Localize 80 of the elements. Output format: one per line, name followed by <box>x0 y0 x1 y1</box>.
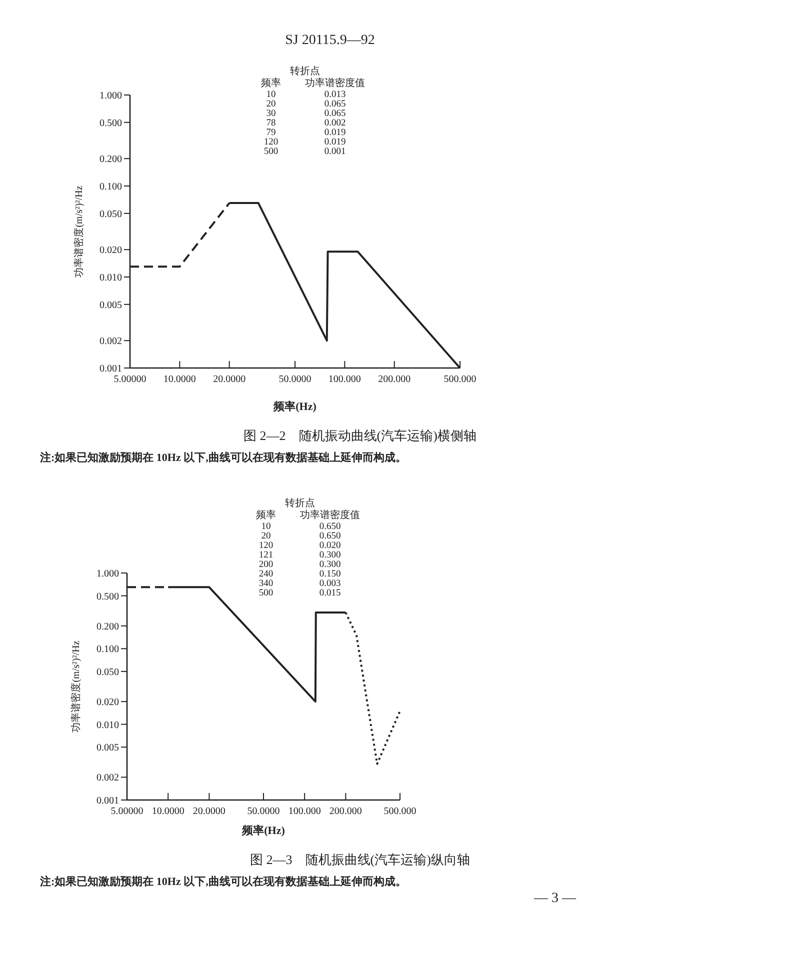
text: 10 <box>261 522 271 532</box>
text: 注:如果已知激励预期在 10Hz 以下,曲线可以在现有数据基础上延伸而构成。 <box>39 875 406 888</box>
annotation: 0.002 <box>324 118 346 128</box>
x-tick-label: 20.0000 <box>213 374 246 385</box>
annotation: 120 <box>264 138 278 148</box>
annotation: 30 <box>266 109 276 119</box>
y-tick-label: 0.020 <box>100 245 122 256</box>
text: 0.650 <box>319 522 341 532</box>
annotation: 340 <box>258 579 274 589</box>
x-tick-label: 100.000 <box>288 806 321 817</box>
y-tick-label: 0.010 <box>100 272 122 284</box>
y-tick-label: 0.100 <box>100 182 122 192</box>
text: 频率 <box>261 77 281 89</box>
annotation: 10 <box>266 90 276 100</box>
y-tick-label: 0.005 <box>100 300 122 311</box>
x-tick-label: 200.000 <box>378 374 411 385</box>
y-tick-label: 0.050 <box>96 666 119 678</box>
annotation: 0.015 <box>319 588 341 598</box>
y-axis-title: 功率谱密度(m/s²)²/Hz <box>70 640 82 732</box>
text: 0.300 <box>319 560 341 570</box>
y-axis-title: 功率谱密度(m/s²)²/Hz <box>73 185 85 278</box>
x-tick-label: 10.0000 <box>163 374 196 385</box>
annotation: 240 <box>258 570 274 580</box>
x-tick-label: 20.0000 <box>192 806 226 817</box>
annotation: 79 <box>266 128 276 138</box>
text: 0.020 <box>319 541 341 551</box>
y-tick-label: 0.100 <box>96 644 119 656</box>
x-tick-label: 10.0000 <box>152 806 184 817</box>
annotation: 500 <box>258 588 274 598</box>
x-tick-label: 5.00000 <box>110 806 144 817</box>
x-tick-label: 200.000 <box>329 806 362 817</box>
annotation: 0.003 <box>319 579 341 589</box>
annotation: 0.019 <box>324 128 346 138</box>
text: 图 2—2 随机振动曲线(汽车运输)横侧轴 <box>244 428 476 443</box>
text: 0.300 <box>319 550 341 560</box>
y-tick-label: 1.000 <box>100 90 122 102</box>
text: — 3 — <box>533 891 577 906</box>
y-tick-label: 0.020 <box>96 697 119 708</box>
y-tick-label: 0.500 <box>100 118 122 129</box>
y-tick-label: 0.200 <box>100 154 122 166</box>
text: 功率谱密度值 <box>300 509 360 521</box>
text: 120 <box>258 541 274 551</box>
text: 0.650 <box>319 532 341 542</box>
x-axis-title: 频率(Hz) <box>241 824 286 837</box>
text: 转折点 <box>285 497 315 509</box>
y-tick-label: 0.001 <box>100 364 122 374</box>
y-tick-label: 0.200 <box>96 621 119 632</box>
text: 转折点 <box>290 65 320 77</box>
text: 200 <box>258 560 274 570</box>
y-tick-label: 0.050 <box>100 208 122 220</box>
annotation: 0.019 <box>324 138 346 148</box>
x-tick-label: 500.000 <box>384 806 416 817</box>
text: 注:如果已知激励预期在 10Hz 以下,曲线可以在现有数据基础上延伸而构成。 <box>39 451 406 464</box>
annotation: 0.013 <box>324 90 346 100</box>
annotation: 20 <box>266 100 276 110</box>
x-tick-label: 500.000 <box>444 374 476 385</box>
text: 图 2—3 随机振曲线(汽车运输)纵向轴 <box>250 852 470 867</box>
annotation: 78 <box>266 118 276 128</box>
text: 20 <box>261 532 271 542</box>
y-tick-label: 0.010 <box>96 720 119 731</box>
y-tick-label: 0.500 <box>96 591 119 602</box>
annotation: 500 <box>264 147 278 157</box>
annotation: 0.150 <box>319 570 341 580</box>
y-tick-label: 0.002 <box>96 772 119 784</box>
annotation: 0.065 <box>324 100 346 110</box>
annotation: 0.065 <box>324 109 346 119</box>
x-axis-title: 频率(Hz) <box>272 400 317 413</box>
text: 121 <box>258 550 274 560</box>
annotation: 0.001 <box>324 147 346 157</box>
y-tick-label: 0.001 <box>96 796 119 806</box>
y-tick-label: 0.005 <box>96 742 119 754</box>
text: SJ 20115.9—92 <box>285 33 375 48</box>
x-tick-label: 100.000 <box>328 374 361 385</box>
x-tick-label: 5.00000 <box>114 374 146 385</box>
y-tick-label: 1.000 <box>96 568 119 580</box>
text: 功率谱密度值 <box>305 77 365 89</box>
text: 频率 <box>256 509 276 521</box>
y-tick-label: 0.002 <box>100 336 122 348</box>
x-tick-label: 50.0000 <box>247 806 280 817</box>
x-tick-label: 50.0000 <box>278 374 312 385</box>
